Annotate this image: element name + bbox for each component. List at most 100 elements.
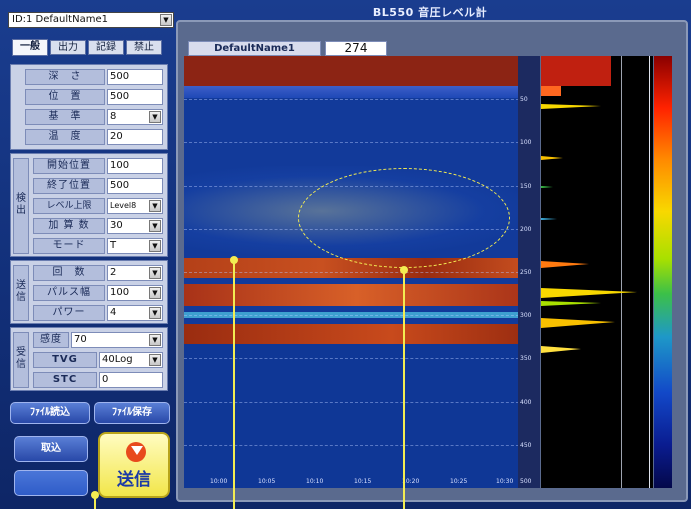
detect-mode-label: モード: [33, 238, 105, 254]
time-tick: 10:30: [496, 478, 514, 485]
base-row: 基 準 8 ▼: [25, 109, 165, 125]
chevron-down-icon[interactable]: ▼: [149, 220, 161, 232]
send-button[interactable]: 送信: [98, 432, 170, 498]
detect-mode-select[interactable]: T ▼: [107, 238, 163, 254]
display-name: DefaultName1: [188, 41, 321, 56]
detect-start-row: 開始位置 100: [33, 158, 165, 174]
color-scale: [654, 56, 672, 488]
transmit-power-row: パワー 4 ▼: [33, 305, 165, 321]
grid-line: [184, 445, 529, 446]
chevron-down-icon[interactable]: ▼: [149, 307, 161, 319]
receive-stc-field[interactable]: 0: [99, 372, 163, 388]
pointer-dot: [91, 491, 99, 499]
pointer-line: [94, 497, 96, 509]
file-save-button[interactable]: ﾌｧｲﾙ保存: [94, 402, 170, 424]
detect-level-label: レベル上限: [33, 198, 105, 214]
grid-line: [184, 99, 529, 100]
file-load-button[interactable]: ﾌｧｲﾙ読込: [10, 402, 90, 424]
time-tick: 10:25: [450, 478, 468, 485]
tab-general[interactable]: 一般: [12, 39, 48, 56]
level-line: [649, 56, 650, 488]
transmit-power-select[interactable]: 4 ▼: [107, 305, 163, 321]
depth-axis: 50 100 150 200 250 300 350 400 450 500: [518, 56, 540, 488]
chevron-down-icon[interactable]: ▼: [149, 267, 161, 279]
base-value: 8: [110, 111, 117, 122]
detect-end-field[interactable]: 500: [107, 178, 163, 194]
echo-band-3: [184, 312, 529, 318]
level-graph: [541, 56, 653, 488]
transmit-times-select[interactable]: 2 ▼: [107, 265, 163, 281]
time-tick: 10:10: [306, 478, 324, 485]
tab-prohibit[interactable]: 禁止: [126, 40, 162, 55]
depth-field[interactable]: 500: [107, 69, 163, 85]
depth-tick: 200: [520, 226, 532, 233]
display-value: 274: [325, 41, 387, 56]
chevron-down-icon[interactable]: ▼: [149, 354, 161, 366]
import-button[interactable]: 取込: [14, 436, 88, 462]
send-button-label: 送信: [117, 470, 151, 490]
detect-panel: 検出 開始位置 100 終了位置 500 レベル上限 Level8 ▼ 加 算 …: [10, 153, 168, 257]
tab-record[interactable]: 記録: [88, 40, 124, 55]
transmit-pulse-select[interactable]: 100 ▼: [107, 285, 163, 301]
receive-stc-row: STC 0: [33, 372, 165, 388]
chevron-down-icon[interactable]: ▼: [149, 111, 161, 123]
position-row: 位 置 500: [25, 89, 165, 105]
receive-stc-label: STC: [33, 372, 97, 388]
transmit-pulse-label: パルス幅: [33, 285, 105, 301]
chevron-down-icon[interactable]: ▼: [149, 240, 161, 252]
level-profile: [541, 56, 637, 353]
transmit-times-value: 2: [110, 267, 117, 278]
detect-mode-row: モード T ▼: [33, 238, 165, 254]
detect-start-field[interactable]: 100: [107, 158, 163, 174]
transmit-power-label: パワー: [33, 305, 105, 321]
transmit-pulse-value: 100: [110, 287, 130, 298]
depth-tick: 350: [520, 355, 532, 362]
detect-count-value: 30: [110, 220, 123, 231]
receive-tvg-value: 40Log: [102, 354, 133, 365]
tab-output[interactable]: 出力: [50, 40, 86, 55]
grid-line: [184, 358, 529, 359]
depth-tick: 500: [520, 478, 532, 485]
level-line: [621, 56, 622, 488]
echogram[interactable]: [184, 56, 529, 488]
depth-tick: 300: [520, 312, 532, 319]
depth-label: 深 さ: [25, 69, 105, 85]
detect-count-select[interactable]: 30 ▼: [107, 218, 163, 234]
time-tick: 10:00: [210, 478, 228, 485]
position-field[interactable]: 500: [107, 89, 163, 105]
window-title: BL550 音圧レベル計: [372, 6, 488, 19]
chevron-down-icon[interactable]: ▼: [149, 334, 161, 346]
time-axis: 10:00 10:05 10:10 10:15 10:20 10:25 10:3…: [200, 478, 520, 488]
transmit-power-value: 4: [110, 307, 117, 318]
detect-count-label: 加 算 数: [33, 218, 105, 234]
title-bar: BL550 音圧レベル計: [175, 2, 685, 20]
chevron-down-icon[interactable]: ▼: [149, 287, 161, 299]
detect-level-row: レベル上限 Level8 ▼: [33, 198, 165, 214]
depth-tick: 400: [520, 399, 532, 406]
time-tick: 10:20: [402, 478, 420, 485]
pointer-line: [233, 262, 235, 509]
pointer-dot: [230, 256, 238, 264]
blank-button[interactable]: [14, 470, 88, 496]
chevron-down-icon[interactable]: ▼: [160, 14, 172, 26]
detect-start-label: 開始位置: [33, 158, 105, 174]
id-select[interactable]: ID:1 DefaultName1 ▼: [8, 12, 174, 28]
base-label: 基 準: [25, 109, 105, 125]
depth-tick: 150: [520, 183, 532, 190]
chevron-down-icon[interactable]: ▼: [149, 200, 161, 212]
base-select[interactable]: 8 ▼: [107, 109, 163, 125]
detect-level-select[interactable]: Level8 ▼: [107, 198, 163, 214]
transmit-times-label: 回 数: [33, 265, 105, 281]
transmit-group-label: 送信: [13, 265, 29, 321]
detect-end-label: 終了位置: [33, 178, 105, 194]
receive-panel: 受信 感度 70 ▼ TVG 40Log ▼ STC 0: [10, 327, 168, 391]
receive-tvg-select[interactable]: 40Log ▼: [99, 352, 163, 368]
transmit-panel: 送信 回 数 2 ▼ パルス幅 100 ▼ パワー 4 ▼: [10, 260, 168, 324]
temp-label: 温 度: [25, 129, 105, 145]
detect-count-row: 加 算 数 30 ▼: [33, 218, 165, 234]
grid-line: [184, 315, 529, 316]
receive-gain-select[interactable]: 70 ▼: [71, 332, 163, 348]
receive-gain-label: 感度: [33, 332, 69, 348]
temp-field[interactable]: 20: [107, 129, 163, 145]
general-panel: 深 さ 500 位 置 500 基 準 8 ▼ 温 度 20: [10, 64, 168, 150]
